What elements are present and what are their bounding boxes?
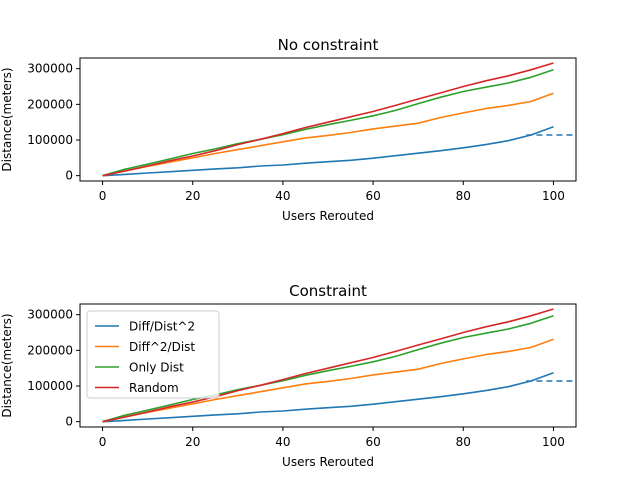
- legend-label: Only Dist: [129, 361, 184, 375]
- x-tick-label: 60: [365, 189, 380, 203]
- x-tick-label: 40: [275, 189, 290, 203]
- chart-panel-1: No constraint 0 20 40 60 80 100 0 100000 200000 30…: [0, 36, 577, 223]
- series-line-4: [102, 62, 554, 177]
- legend-label: Diff/Dist^2: [129, 320, 195, 334]
- series-line-1: [102, 372, 554, 423]
- x-tick-label: 100: [542, 189, 565, 203]
- x-tick-label: 20: [185, 189, 200, 203]
- y-axis-label: Distance(meters): [0, 67, 14, 171]
- y-tick-label: 0: [65, 415, 73, 429]
- y-tick-label: 100000: [27, 379, 73, 393]
- y-tick-label: 300000: [27, 308, 73, 322]
- y-axis-label: Distance(meters): [0, 313, 14, 417]
- y-tick-label: 200000: [27, 97, 73, 111]
- x-axis-label: Users Rerouted: [282, 209, 374, 223]
- legend: Diff/Dist^2 Diff^2/Dist Only Dist Random: [86, 310, 220, 399]
- series-line-4: [102, 308, 554, 423]
- legend-label: Diff^2/Dist: [129, 340, 195, 354]
- x-tick-label: 80: [456, 189, 471, 203]
- legend-label: Random: [129, 381, 179, 395]
- x-tick-label: 0: [99, 189, 107, 203]
- y-tick-label: 0: [65, 169, 73, 183]
- chart-title: Constraint: [289, 282, 367, 300]
- x-tick-label: 80: [456, 435, 471, 449]
- x-tick-label: 60: [365, 435, 380, 449]
- x-tick-label: 20: [185, 435, 200, 449]
- axes-frame: [79, 303, 577, 428]
- y-tick-label: 100000: [27, 133, 73, 147]
- x-axis-label: Users Rerouted: [282, 455, 374, 469]
- series-line-2: [102, 92, 554, 177]
- x-tick-label: 100: [542, 435, 565, 449]
- series-line-1: [102, 126, 554, 177]
- axes-frame: [79, 57, 577, 182]
- legend-box: [86, 310, 220, 399]
- series-line-2: [102, 338, 554, 423]
- x-tick-label: 0: [99, 435, 107, 449]
- y-tick-label: 200000: [27, 343, 73, 357]
- chart-title: No constraint: [278, 36, 379, 54]
- y-tick-label: 300000: [27, 62, 73, 76]
- series-line-3: [102, 69, 554, 177]
- chart-panel-2: Constraint 0 20 40 60 80 100 0 100000 200000 30000…: [0, 282, 577, 469]
- x-tick-label: 40: [275, 435, 290, 449]
- series-line-3: [102, 315, 554, 423]
